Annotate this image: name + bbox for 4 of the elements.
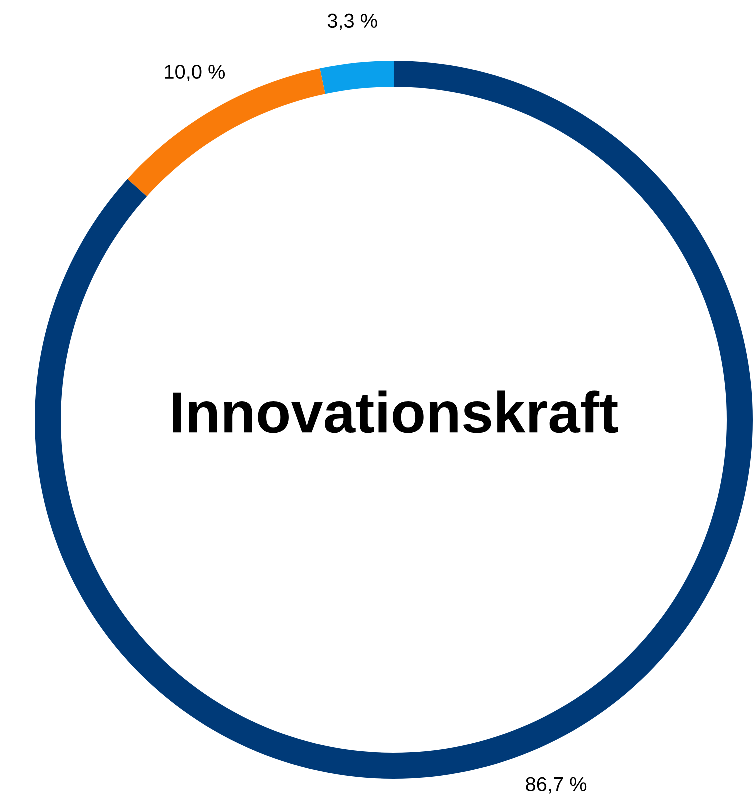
data-label: 3,3 %: [328, 14, 378, 30]
data-label: 86,7 %: [526, 777, 587, 794]
data-label: 10,0 %: [165, 64, 226, 82]
text: Innovationskraft: [173, 390, 618, 434]
